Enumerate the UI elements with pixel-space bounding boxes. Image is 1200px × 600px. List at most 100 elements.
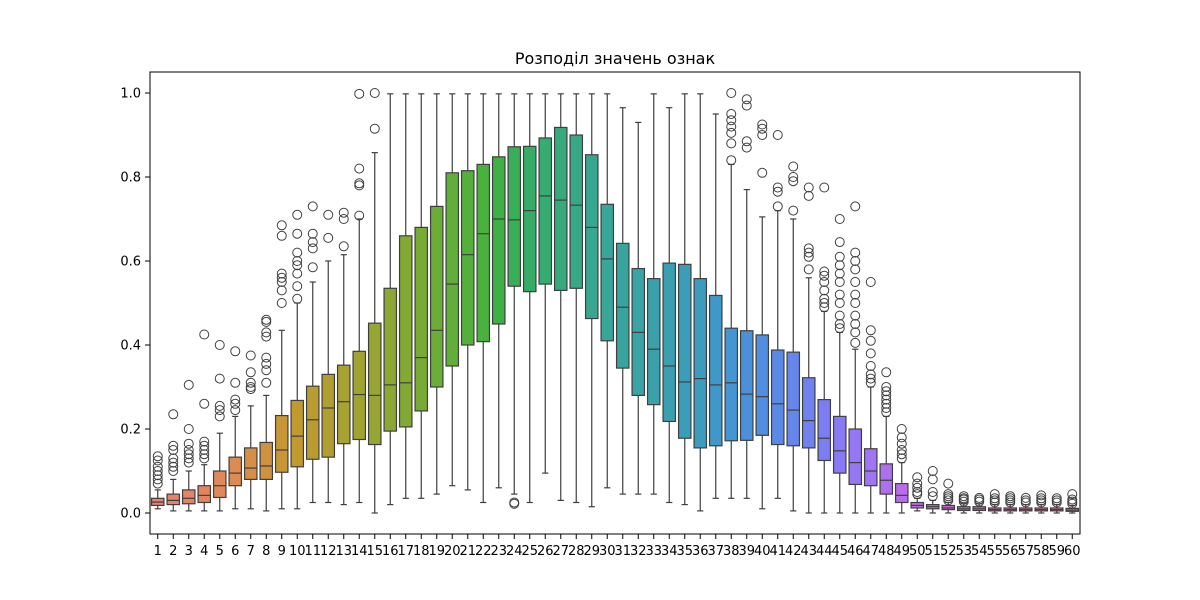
outlier-point (865, 377, 876, 388)
iqr-box (352, 350, 367, 441)
iqr-box (894, 483, 909, 504)
outlier-point (152, 451, 163, 462)
box-4 (197, 329, 212, 512)
outlier-point (292, 247, 303, 258)
box-17 (398, 93, 413, 499)
outlier-point (850, 264, 861, 275)
x-tick-label: 34 (661, 544, 678, 559)
x-tick-label: 27 (552, 544, 569, 559)
outlier-point (865, 277, 876, 287)
outlier-point (850, 277, 861, 287)
outlier-point (772, 186, 783, 197)
outlier-point (292, 256, 303, 266)
iqr-box (786, 351, 801, 447)
outlier-point (307, 237, 318, 248)
x-tick-label: 28 (568, 544, 585, 559)
box-11 (305, 201, 320, 504)
outlier-point (757, 119, 768, 130)
outlier-point (199, 398, 210, 409)
outlier-point (819, 298, 830, 308)
outlier-point (323, 209, 334, 220)
iqr-box (724, 327, 739, 442)
x-tick-label: 13 (335, 544, 352, 559)
outlier-point (338, 207, 349, 218)
x-tick-label: 38 (723, 544, 740, 559)
outlier-point (772, 130, 783, 140)
y-tick-label: 0.8 (120, 171, 141, 186)
outlier-point (865, 335, 876, 346)
y-tick-label: 0.4 (120, 339, 141, 354)
outlier-point (726, 115, 737, 126)
outlier-point (803, 190, 814, 201)
box-3 (181, 379, 196, 512)
box-34 (662, 107, 677, 504)
outlier-point (927, 491, 938, 502)
box-15 (367, 88, 382, 514)
x-tick-label: 23 (490, 544, 507, 559)
iqr-box (569, 134, 584, 289)
outlier-point (819, 285, 830, 296)
outlier-point (276, 272, 287, 283)
outlier-point (338, 241, 349, 252)
x-tick-label: 7 (247, 544, 255, 559)
outlier-point (927, 487, 938, 497)
outlier-point (245, 367, 256, 378)
iqr-box (770, 349, 785, 446)
outlier-point (152, 455, 163, 466)
outlier-point (865, 369, 876, 380)
x-tick-label: 53 (955, 544, 972, 559)
outlier-point (230, 394, 241, 405)
iqr-box (801, 377, 816, 449)
outlier-point (927, 466, 938, 476)
outlier-point (307, 228, 318, 239)
outlier-point (354, 178, 365, 189)
box-35 (677, 93, 692, 506)
box-57 (1018, 492, 1033, 514)
x-tick-label: 33 (645, 544, 662, 559)
outlier-point (292, 293, 303, 304)
outlier-point (152, 478, 163, 489)
box-46 (848, 201, 863, 514)
box-58 (1034, 490, 1049, 514)
outlier-point (1020, 495, 1031, 506)
outlier-point (183, 457, 194, 468)
y-tick-label: 0.6 (120, 255, 141, 270)
outlier-point (245, 382, 256, 392)
outlier-point (881, 403, 892, 413)
outlier-point (509, 497, 520, 508)
outlier-point (199, 453, 210, 464)
x-tick-label: 18 (413, 544, 430, 559)
iqr-box (817, 399, 832, 462)
outlier-point (927, 474, 938, 485)
outlier-point (183, 453, 194, 464)
outlier-point (958, 491, 969, 502)
x-tick-label: 3 (185, 544, 193, 559)
box-36 (693, 93, 708, 512)
outlier-point (881, 382, 892, 392)
box-26 (538, 93, 553, 474)
x-tick-label: 56 (1002, 544, 1019, 559)
box-54 (972, 492, 987, 514)
outlier-point (896, 449, 907, 460)
outlier-point (183, 424, 194, 434)
box-48 (879, 367, 894, 514)
iqr-box (863, 448, 878, 487)
iqr-box (414, 226, 429, 412)
outlier-point (850, 319, 861, 329)
x-tick-label: 2 (169, 544, 177, 559)
outlier-point (199, 440, 210, 451)
box-27 (553, 93, 568, 501)
outlier-point (199, 436, 210, 447)
outlier-point (834, 237, 845, 248)
x-tick-label: 12 (320, 544, 337, 559)
outlier-point (974, 492, 985, 503)
iqr-box (383, 287, 398, 432)
x-axis: 1 2 3 4 5 6 7 8 9 1011121314151617181920212223242… (154, 534, 1081, 559)
outlier-point (276, 268, 287, 279)
outlier-point (834, 251, 845, 262)
outlier-point (1051, 493, 1062, 504)
iqr-box (677, 263, 692, 439)
x-tick-label: 43 (800, 544, 817, 559)
box-25 (522, 93, 537, 504)
box-45 (832, 214, 847, 514)
